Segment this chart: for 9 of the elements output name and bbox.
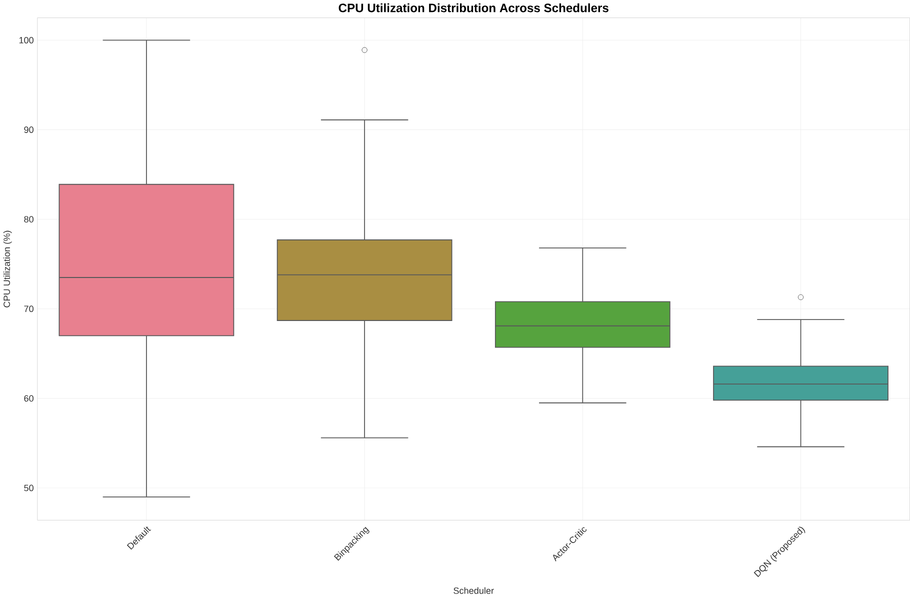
y-axis-title: CPU Utilization (%): [3, 230, 12, 308]
x-axis-title: Scheduler: [454, 587, 494, 594]
y-tick-label: 70: [24, 306, 34, 312]
chart-title: CPU Utilization Distribution Across Schedulers: [338, 3, 608, 12]
y-tick-label: 100: [19, 36, 34, 44]
y-tick-label: 80: [24, 216, 34, 222]
y-tick-label: 60: [24, 395, 34, 402]
y-tick-label: 90: [24, 126, 34, 133]
y-tick-label: 50: [24, 484, 34, 492]
